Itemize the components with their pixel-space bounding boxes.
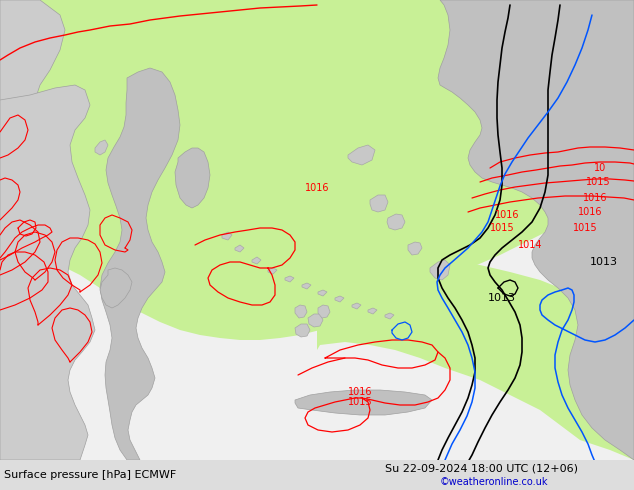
Polygon shape xyxy=(335,296,344,302)
Text: 1016: 1016 xyxy=(495,210,519,220)
Text: 10: 10 xyxy=(594,163,606,173)
Polygon shape xyxy=(252,257,261,264)
Bar xyxy=(0,460,634,490)
Polygon shape xyxy=(318,305,330,318)
Bar xyxy=(0,30,634,460)
Text: 1016: 1016 xyxy=(578,207,602,217)
Text: 1015: 1015 xyxy=(586,177,611,187)
Text: Surface pressure [hPa] ECMWF: Surface pressure [hPa] ECMWF xyxy=(4,470,176,480)
Polygon shape xyxy=(0,0,60,200)
Polygon shape xyxy=(308,314,323,327)
Text: 1016: 1016 xyxy=(583,193,607,203)
Text: 1014: 1014 xyxy=(518,240,542,250)
Polygon shape xyxy=(352,303,361,309)
Polygon shape xyxy=(100,68,180,460)
Text: 1015: 1015 xyxy=(489,223,514,233)
Polygon shape xyxy=(95,140,108,155)
Polygon shape xyxy=(235,245,244,252)
Polygon shape xyxy=(302,283,311,289)
Text: ©weatheronline.co.uk: ©weatheronline.co.uk xyxy=(440,477,548,487)
Polygon shape xyxy=(438,0,634,460)
Polygon shape xyxy=(268,268,277,274)
Polygon shape xyxy=(318,290,327,296)
Polygon shape xyxy=(295,390,432,415)
Polygon shape xyxy=(385,313,394,319)
Polygon shape xyxy=(387,214,405,230)
Text: 1013: 1013 xyxy=(488,293,516,303)
Polygon shape xyxy=(295,324,310,337)
Text: 1013: 1013 xyxy=(590,257,618,267)
Polygon shape xyxy=(100,268,132,308)
Text: 1015: 1015 xyxy=(573,223,597,233)
Polygon shape xyxy=(368,308,377,314)
Polygon shape xyxy=(295,305,307,318)
Polygon shape xyxy=(430,260,450,280)
Polygon shape xyxy=(370,195,388,212)
Polygon shape xyxy=(408,242,422,255)
Text: Su 22-09-2024 18:00 UTC (12+06): Su 22-09-2024 18:00 UTC (12+06) xyxy=(385,463,578,473)
Text: 1016: 1016 xyxy=(305,183,329,193)
Polygon shape xyxy=(222,232,232,240)
Polygon shape xyxy=(348,145,375,165)
Polygon shape xyxy=(285,276,294,282)
Polygon shape xyxy=(0,85,95,460)
Text: 1015: 1015 xyxy=(347,397,372,407)
Polygon shape xyxy=(175,148,210,208)
Polygon shape xyxy=(317,245,634,460)
Polygon shape xyxy=(0,0,65,180)
Polygon shape xyxy=(0,0,634,340)
Text: 1016: 1016 xyxy=(348,387,372,397)
